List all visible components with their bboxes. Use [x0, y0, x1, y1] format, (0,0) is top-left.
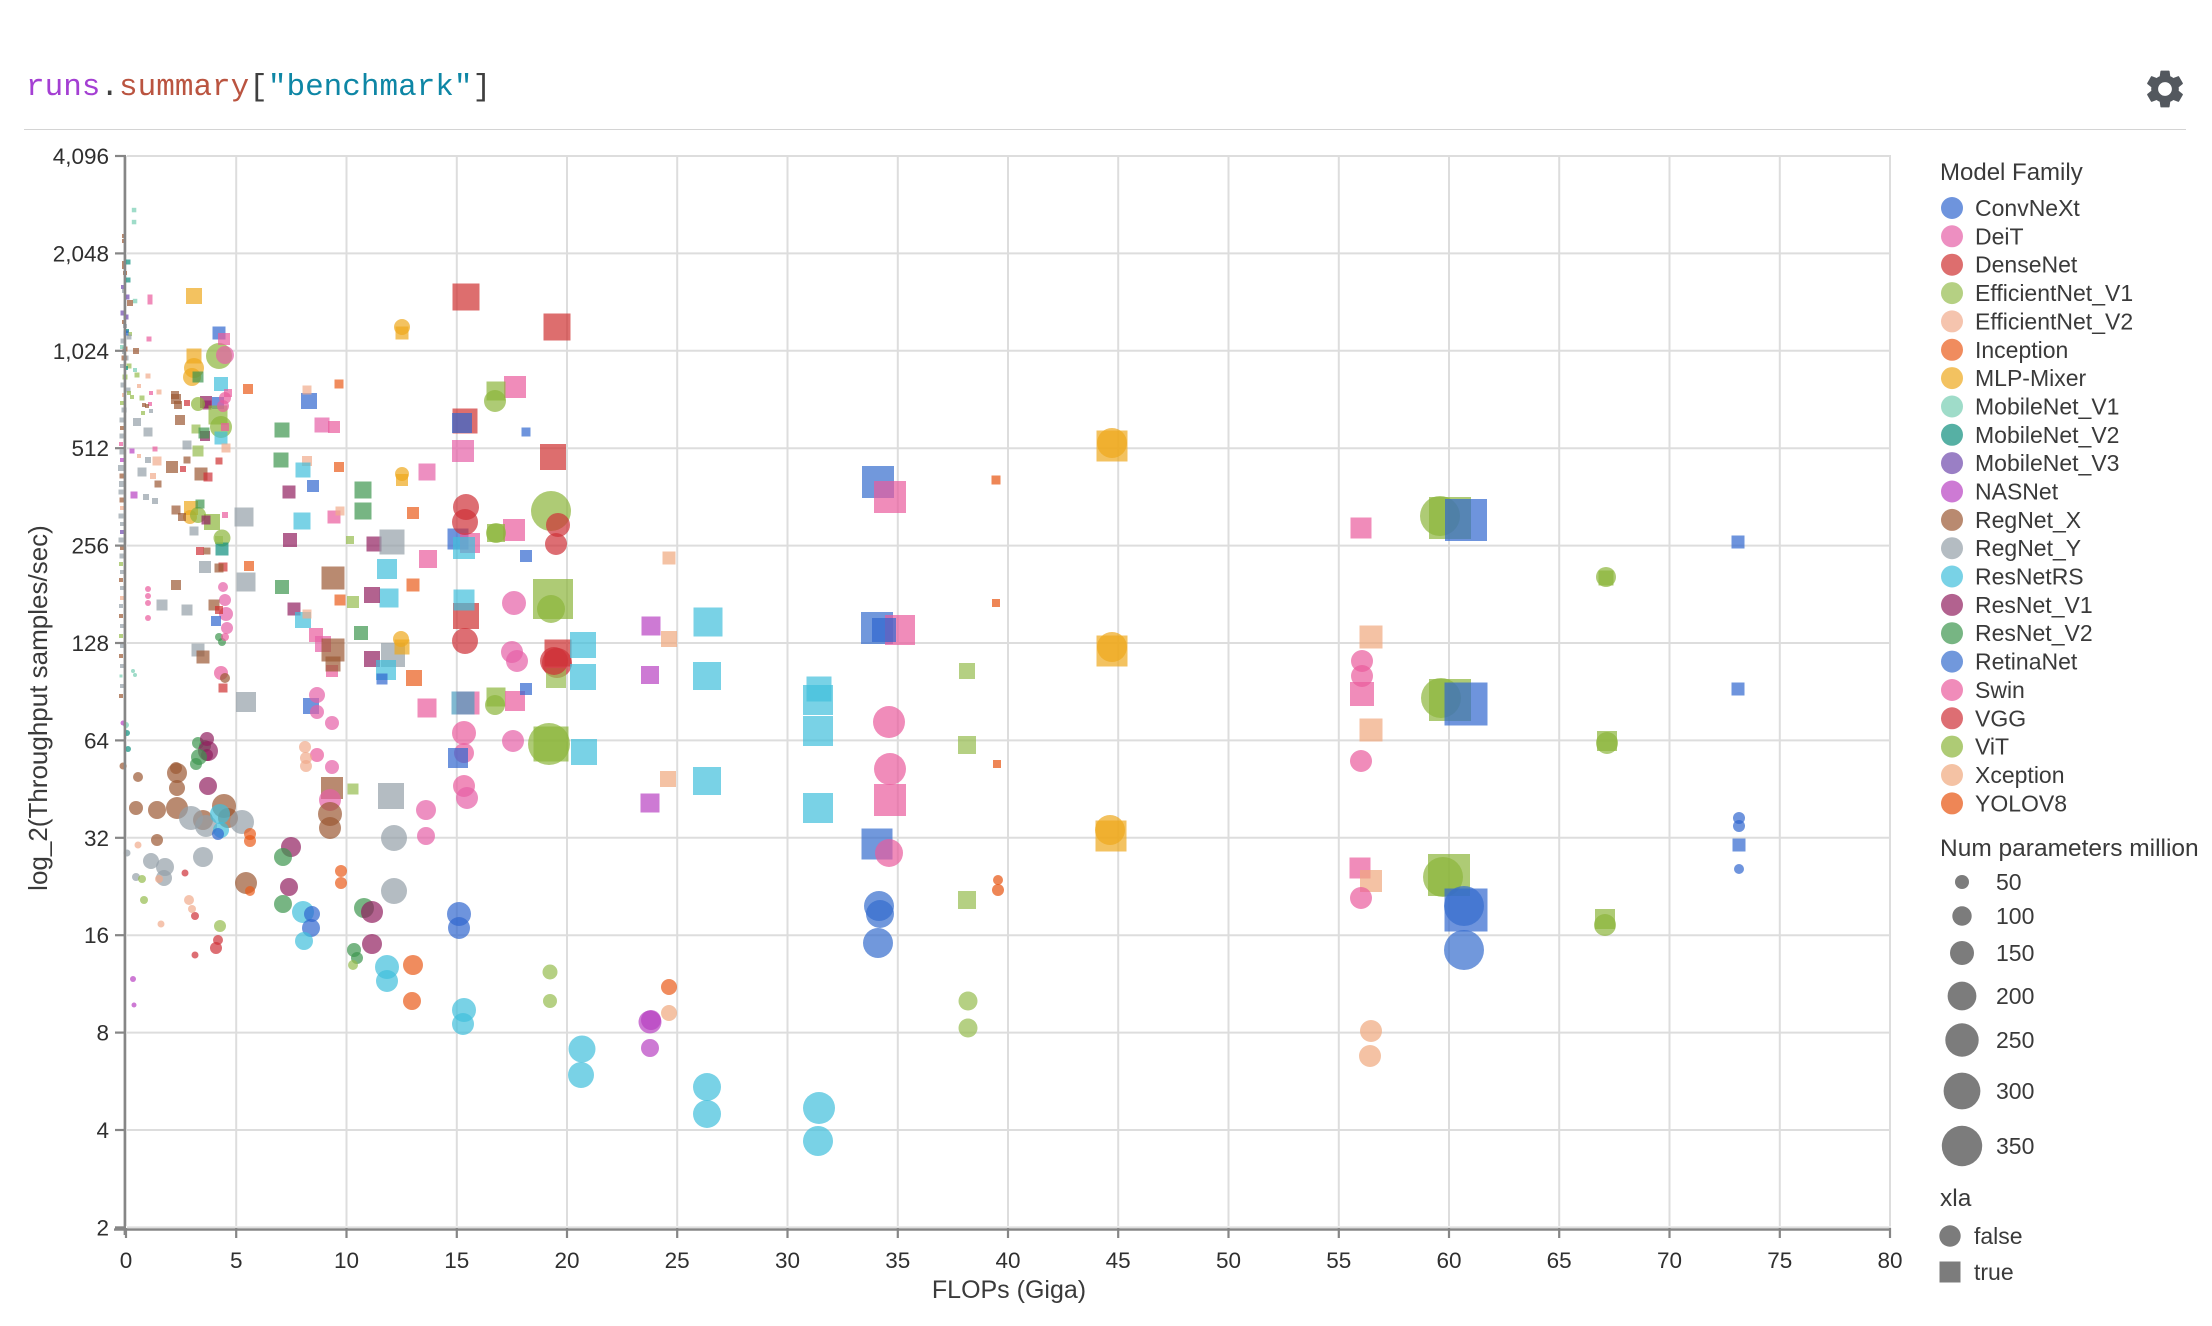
svg-text:RetinaNet: RetinaNet: [1975, 649, 2078, 675]
svg-text:65: 65: [1547, 1248, 1572, 1273]
svg-text:Swin: Swin: [1975, 677, 2025, 703]
svg-text:RegNet_Y: RegNet_Y: [1975, 535, 2081, 561]
svg-text:ResNetRS: ResNetRS: [1975, 564, 2084, 590]
svg-text:16: 16: [84, 923, 109, 948]
svg-text:150: 150: [1996, 940, 2034, 966]
svg-text:xla: xla: [1940, 1185, 1972, 1212]
svg-text:DeiT: DeiT: [1975, 223, 2024, 249]
svg-text:ResNet_V1: ResNet_V1: [1975, 592, 2093, 618]
svg-text:35: 35: [885, 1248, 910, 1273]
svg-text:350: 350: [1996, 1133, 2034, 1159]
svg-text:MLP-Mixer: MLP-Mixer: [1975, 365, 2087, 391]
svg-text:100: 100: [1996, 903, 2034, 929]
svg-text:75: 75: [1767, 1248, 1792, 1273]
svg-text:EfficientNet_V1: EfficientNet_V1: [1975, 280, 2133, 306]
svg-text:FLOPs (Giga): FLOPs (Giga): [932, 1276, 1086, 1304]
svg-text:DenseNet: DenseNet: [1975, 252, 2078, 278]
svg-text:256: 256: [71, 534, 109, 559]
svg-text:0: 0: [120, 1248, 133, 1273]
svg-text:70: 70: [1657, 1248, 1682, 1273]
svg-text:MobileNet_V2: MobileNet_V2: [1975, 422, 2119, 448]
svg-text:55: 55: [1326, 1248, 1351, 1273]
svg-text:60: 60: [1436, 1248, 1461, 1273]
svg-text:MobileNet_V3: MobileNet_V3: [1975, 450, 2119, 476]
svg-text:ViT: ViT: [1975, 734, 2009, 760]
svg-text:ConvNeXt: ConvNeXt: [1975, 195, 2080, 221]
svg-text:128: 128: [71, 631, 109, 656]
svg-text:true: true: [1974, 1259, 2014, 1285]
svg-text:MobileNet_V1: MobileNet_V1: [1975, 394, 2119, 420]
svg-text:50: 50: [1216, 1248, 1241, 1273]
svg-text:512: 512: [71, 436, 109, 461]
svg-text:2,048: 2,048: [53, 241, 109, 266]
svg-text:10: 10: [334, 1248, 359, 1273]
svg-text:32: 32: [84, 826, 109, 851]
svg-text:log_2(Throughput samples/sec): log_2(Throughput samples/sec): [23, 525, 53, 891]
svg-text:Inception: Inception: [1975, 337, 2068, 363]
svg-text:15: 15: [444, 1248, 469, 1273]
svg-text:45: 45: [1106, 1248, 1131, 1273]
svg-text:30: 30: [775, 1248, 800, 1273]
svg-text:40: 40: [995, 1248, 1020, 1273]
svg-text:1,024: 1,024: [53, 339, 109, 364]
svg-text:Xception: Xception: [1975, 762, 2065, 788]
svg-text:4: 4: [96, 1118, 109, 1143]
svg-text:2: 2: [96, 1215, 109, 1240]
svg-text:250: 250: [1996, 1027, 2034, 1053]
svg-text:NASNet: NASNet: [1975, 479, 2059, 505]
svg-text:RegNet_X: RegNet_X: [1975, 507, 2081, 533]
svg-text:200: 200: [1996, 983, 2034, 1009]
svg-text:50: 50: [1996, 869, 2022, 895]
svg-text:Num parameters million: Num parameters million: [1940, 835, 2199, 862]
svg-text:EfficientNet_V2: EfficientNet_V2: [1975, 308, 2133, 334]
svg-text:8: 8: [96, 1021, 109, 1046]
svg-text:Model Family: Model Family: [1940, 159, 2083, 186]
svg-text:4,096: 4,096: [53, 144, 109, 169]
svg-text:64: 64: [84, 728, 109, 753]
svg-text:ResNet_V2: ResNet_V2: [1975, 620, 2093, 646]
svg-text:20: 20: [554, 1248, 579, 1273]
svg-text:80: 80: [1877, 1248, 1902, 1273]
svg-text:YOLOV8: YOLOV8: [1975, 790, 2067, 816]
svg-text:25: 25: [665, 1248, 690, 1273]
svg-text:5: 5: [230, 1248, 243, 1273]
svg-text:false: false: [1974, 1223, 2023, 1249]
svg-text:VGG: VGG: [1975, 705, 2026, 731]
svg-text:300: 300: [1996, 1078, 2034, 1104]
